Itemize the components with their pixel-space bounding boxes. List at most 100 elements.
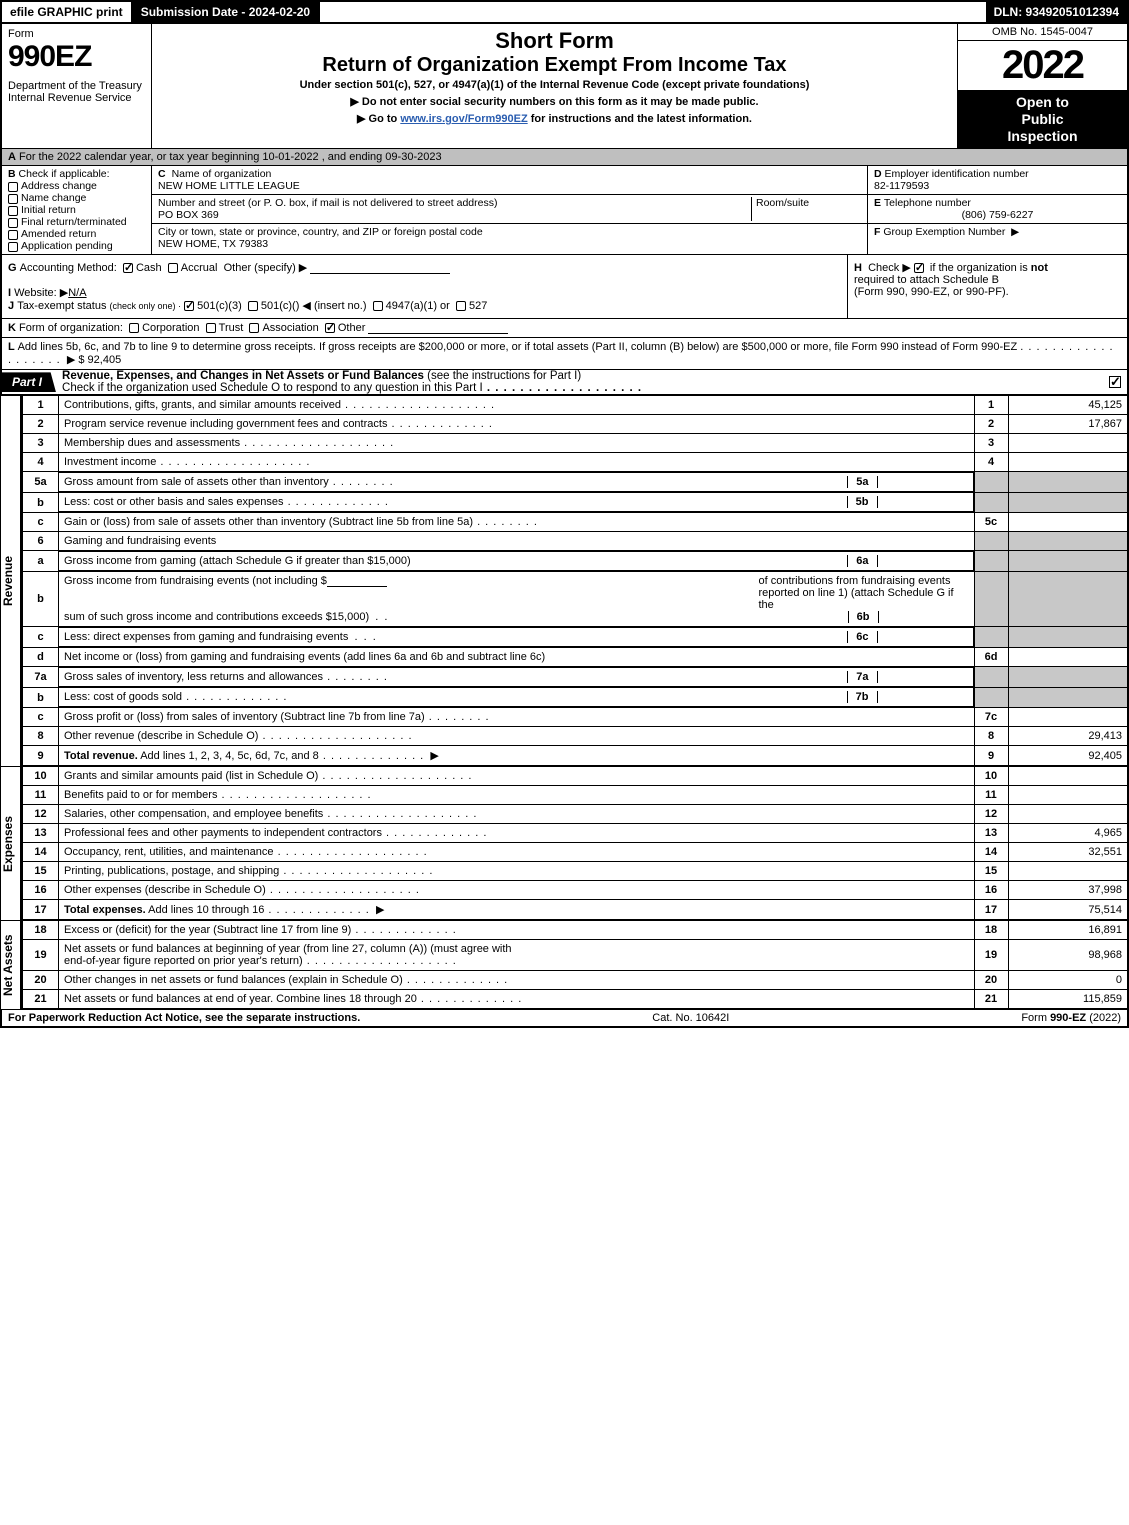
j-note: (check only one) · bbox=[110, 301, 182, 311]
line-6c: cLess: direct expenses from gaming and f… bbox=[23, 627, 1129, 648]
part1-tab: Part I bbox=[2, 372, 56, 392]
j-501c-b: ) ◀ (insert no.) bbox=[296, 300, 367, 312]
footer-mid: Cat. No. 10642I bbox=[360, 1012, 1021, 1024]
line-14: 14Occupancy, rent, utilities, and mainte… bbox=[23, 843, 1129, 862]
g-other-input[interactable] bbox=[310, 262, 450, 274]
header-right: OMB No. 1545-0047 2022 Open to Public In… bbox=[957, 24, 1127, 148]
c-label: Name of organization bbox=[172, 168, 272, 180]
opt-initial-return: Initial return bbox=[21, 204, 76, 216]
revenue-table: 1Contributions, gifts, grants, and simil… bbox=[22, 395, 1129, 766]
ein: 82-1179593 bbox=[874, 180, 929, 192]
tax-year: 2022 bbox=[958, 41, 1127, 90]
expenses-label: Expenses bbox=[0, 766, 22, 920]
netassets-table: 18Excess or (deficit) for the year (Subt… bbox=[22, 920, 1129, 1009]
col-h: H Check ▶ if the organization is not req… bbox=[847, 255, 1127, 318]
submission-date: Submission Date - 2024-02-20 bbox=[133, 2, 320, 22]
chk-initial-return[interactable] bbox=[8, 206, 18, 216]
street-label: Number and street (or P. O. box, if mail… bbox=[158, 197, 497, 209]
line-6: 6Gaming and fundraising events bbox=[23, 532, 1129, 551]
dept-1: Department of the Treasury bbox=[8, 80, 145, 92]
footer-right: Form 990-EZ (2022) bbox=[1021, 1012, 1121, 1024]
chk-assoc[interactable] bbox=[249, 323, 259, 333]
j-4947: 4947(a)(1) or bbox=[386, 300, 450, 312]
j-label: Tax-exempt status bbox=[17, 300, 106, 312]
part1-title: Revenue, Expenses, and Changes in Net As… bbox=[62, 370, 1109, 394]
street: PO BOX 369 bbox=[158, 209, 219, 221]
line-1: 1Contributions, gifts, grants, and simil… bbox=[23, 396, 1129, 415]
f-label: Group Exemption Number bbox=[883, 226, 1005, 238]
efile-link[interactable]: efile GRAPHIC print bbox=[2, 2, 133, 22]
k-label: Form of organization: bbox=[19, 322, 123, 334]
line-5a: 5aGross amount from sale of assets other… bbox=[23, 472, 1129, 493]
line-13: 13Professional fees and other payments t… bbox=[23, 824, 1129, 843]
website: N/A bbox=[68, 287, 86, 299]
open-public-inspection: Open to Public Inspection bbox=[958, 90, 1127, 148]
h-text3: required to attach Schedule B bbox=[854, 274, 999, 286]
chk-name-change[interactable] bbox=[8, 194, 18, 204]
line-5c: cGain or (loss) from sale of assets othe… bbox=[23, 513, 1129, 532]
col-c: CName of organization NEW HOME LITTLE LE… bbox=[152, 166, 867, 254]
chk-application-pending[interactable] bbox=[8, 242, 18, 252]
k-corp: Corporation bbox=[142, 322, 199, 334]
dln: DLN: 93492051012394 bbox=[986, 2, 1127, 22]
revenue-section: Revenue 1Contributions, gifts, grants, a… bbox=[0, 395, 1129, 766]
line-6b: b Gross income from fundraising events (… bbox=[23, 572, 1129, 627]
chk-527[interactable] bbox=[456, 301, 466, 311]
chk-trust[interactable] bbox=[206, 323, 216, 333]
phone: (806) 759-6227 bbox=[874, 209, 1121, 221]
chk-other-org[interactable] bbox=[325, 323, 335, 333]
expenses-table: 10Grants and similar amounts paid (list … bbox=[22, 766, 1129, 920]
line-11: 11Benefits paid to or for members11 bbox=[23, 786, 1129, 805]
header-bullet-1: Do not enter social security numbers on … bbox=[158, 95, 951, 108]
opt-final-return: Final return/terminated bbox=[21, 216, 127, 228]
opt-name-change: Name change bbox=[21, 192, 86, 204]
line-2: 2Program service revenue including gover… bbox=[23, 415, 1129, 434]
g-other: Other (specify) bbox=[224, 262, 296, 274]
g-accrual: Accrual bbox=[181, 262, 218, 274]
chk-corp[interactable] bbox=[129, 323, 139, 333]
chk-final-return[interactable] bbox=[8, 218, 18, 228]
line-17: 17Total expenses. Add lines 10 through 1… bbox=[23, 900, 1129, 920]
org-name: NEW HOME LITTLE LEAGUE bbox=[158, 180, 300, 192]
row-a: A For the 2022 calendar year, or tax yea… bbox=[0, 148, 1129, 165]
chk-address-change[interactable] bbox=[8, 182, 18, 192]
irs-link[interactable]: www.irs.gov/Form990EZ bbox=[400, 113, 527, 125]
k-trust: Trust bbox=[219, 322, 244, 334]
j-501c3: 501(c)(3) bbox=[197, 300, 242, 312]
footer-left: For Paperwork Reduction Act Notice, see … bbox=[8, 1012, 360, 1024]
e-label: Telephone number bbox=[884, 197, 971, 209]
chk-501c3[interactable] bbox=[184, 301, 194, 311]
chk-cash[interactable] bbox=[123, 263, 133, 273]
chk-amended-return[interactable] bbox=[8, 230, 18, 240]
line-12: 12Salaries, other compensation, and empl… bbox=[23, 805, 1129, 824]
revenue-label: Revenue bbox=[0, 395, 22, 766]
topbar: efile GRAPHIC print Submission Date - 20… bbox=[0, 0, 1129, 24]
header-sub: Under section 501(c), 527, or 4947(a)(1)… bbox=[158, 79, 951, 91]
line-4: 4Investment income4 bbox=[23, 453, 1129, 472]
chk-4947[interactable] bbox=[373, 301, 383, 311]
line-19: 19Net assets or fund balances at beginni… bbox=[23, 940, 1129, 971]
row-gh: G Accounting Method: Cash Accrual Other … bbox=[0, 254, 1129, 318]
chk-h[interactable] bbox=[914, 263, 924, 273]
chk-schedule-o[interactable] bbox=[1109, 376, 1121, 388]
h-text1: Check ▶ bbox=[868, 262, 911, 274]
header-mid: Short Form Return of Organization Exempt… bbox=[152, 24, 957, 148]
identity-block: B Check if applicable: Address change Na… bbox=[0, 165, 1129, 254]
line-6a: aGross income from gaming (attach Schedu… bbox=[23, 551, 1129, 572]
line-16: 16Other expenses (describe in Schedule O… bbox=[23, 881, 1129, 900]
inspect-3: Inspection bbox=[960, 128, 1125, 145]
k-other-input[interactable] bbox=[368, 322, 508, 334]
row-l: L Add lines 5b, 6c, and 7b to line 9 to … bbox=[0, 337, 1129, 369]
l-text: Add lines 5b, 6c, and 7b to line 9 to de… bbox=[18, 341, 1018, 353]
opt-application-pending: Application pending bbox=[21, 240, 113, 252]
header-left: Form 990EZ Department of the Treasury In… bbox=[2, 24, 152, 148]
h-text2: if the organization is bbox=[930, 262, 1031, 274]
line-9: 9Total revenue. Add lines 1, 2, 3, 4, 5c… bbox=[23, 746, 1129, 766]
d-label: Employer identification number bbox=[885, 168, 1029, 180]
line-10: 10Grants and similar amounts paid (list … bbox=[23, 767, 1129, 786]
chk-501c[interactable] bbox=[248, 301, 258, 311]
g-label: Accounting Method: bbox=[20, 262, 117, 274]
opt-amended-return: Amended return bbox=[21, 228, 96, 240]
line-20: 20Other changes in net assets or fund ba… bbox=[23, 971, 1129, 990]
chk-accrual[interactable] bbox=[168, 263, 178, 273]
